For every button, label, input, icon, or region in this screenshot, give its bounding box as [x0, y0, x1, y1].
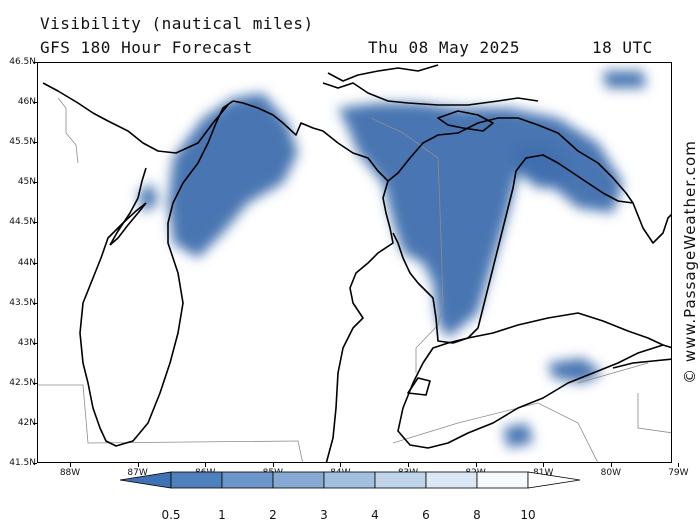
latitude-label: 46N	[17, 97, 36, 108]
colorbar-segment	[170, 471, 223, 489]
latitude-label: 44.5N	[9, 217, 36, 228]
fog-georgian-bay	[513, 143, 568, 188]
longitude-tick	[340, 463, 342, 467]
sault-area	[327, 64, 439, 82]
longitude-label: 88W	[59, 468, 81, 478]
coastlines	[42, 64, 671, 462]
latitude-tick	[33, 62, 37, 63]
colorbar-label: 4	[371, 508, 379, 522]
green-bay-inner	[109, 167, 147, 246]
latitude-label: 44N	[17, 257, 36, 268]
latitude-label: 43.5N	[9, 297, 36, 308]
map-svg	[38, 64, 671, 462]
colorbar-segment	[221, 471, 274, 489]
latitude-label: 42N	[17, 417, 36, 428]
latitude-tick	[33, 142, 37, 144]
lake-erie-north-shore	[422, 312, 671, 364]
forecast-subtitle: GFS 180 Hour Forecast	[40, 38, 253, 57]
latitude-tick	[33, 262, 37, 264]
colorbar-high-arrow	[527, 471, 581, 489]
colorbar-segment	[374, 471, 427, 489]
latitude-label: 46.5N	[9, 57, 36, 67]
latitude-tick	[33, 222, 37, 224]
longitude-label: 80W	[600, 468, 621, 478]
latitude-tick	[33, 182, 37, 184]
georgian-bay-east	[632, 202, 671, 244]
lake-st-clair	[407, 377, 431, 396]
latitude-tick	[33, 302, 37, 304]
lake-ontario-shore	[612, 358, 671, 369]
lake-erie-south-shore	[397, 344, 664, 449]
forecast-date: Thu 08 May 2025	[368, 38, 520, 57]
colorbar-label: 3	[320, 508, 328, 522]
colorbar-label: 1	[218, 508, 226, 522]
longitude-tick	[678, 463, 680, 467]
fog-erie-west	[503, 423, 533, 448]
colorbar-segment	[323, 471, 376, 489]
fog-ne-corner	[603, 71, 646, 88]
colorbar-label: 8	[473, 508, 481, 522]
latitude-tick	[33, 382, 37, 384]
longitude-label: 79W	[668, 468, 689, 478]
longitude-tick	[610, 463, 612, 467]
colorbar-label: 0.5	[161, 508, 181, 522]
north-channel	[322, 82, 539, 106]
manitoulin-island	[437, 110, 494, 132]
fog-lake-huron	[338, 103, 623, 338]
latitude-label: 45.5N	[9, 137, 36, 148]
colorbar-segment	[476, 471, 529, 489]
longitude-tick	[272, 463, 274, 467]
passageweather-watermark: © www.PassageWeather.com	[681, 140, 699, 384]
latitude-label: 41.5N	[9, 458, 36, 468]
longitude-tick	[70, 463, 71, 467]
latitude-tick	[33, 422, 37, 424]
map-area	[37, 62, 672, 463]
colorbar-label: 10	[520, 508, 536, 522]
colorbar-label: 6	[422, 508, 430, 522]
colorbar-segment	[425, 471, 478, 489]
fog-lake-erie-east	[548, 358, 603, 383]
lake-michigan-west-shore	[79, 100, 234, 447]
latitude-label: 42.5N	[9, 377, 36, 388]
fog-lake-michigan-north	[168, 93, 298, 258]
colorbar-low-arrow	[119, 471, 172, 489]
upper-peninsula-south	[42, 82, 229, 154]
lake-michigan-shoreline	[232, 100, 394, 462]
longitude-label: 87W	[127, 468, 148, 478]
longitude-tick	[475, 463, 477, 467]
longitude-label: 81W	[533, 468, 554, 478]
longitude-tick	[408, 463, 409, 467]
visibility-colorbar	[119, 471, 581, 489]
borders	[38, 97, 671, 462]
latitude-label: 43N	[17, 337, 36, 348]
colorbar-segment	[272, 471, 325, 489]
colorbar-label: 2	[269, 508, 277, 522]
latitude-label: 45N	[17, 177, 36, 188]
longitude-tick	[543, 463, 545, 467]
longitude-tick	[137, 463, 139, 467]
latitude-tick	[33, 102, 37, 104]
latitude-tick	[33, 342, 37, 344]
door-peninsula	[109, 202, 147, 246]
latitude-tick	[33, 463, 37, 464]
lake-huron-shoreline	[387, 117, 634, 344]
forecast-time: 18 UTC	[592, 38, 653, 57]
longitude-tick	[205, 463, 207, 467]
map-title: Visibility (nautical miles)	[40, 14, 314, 33]
